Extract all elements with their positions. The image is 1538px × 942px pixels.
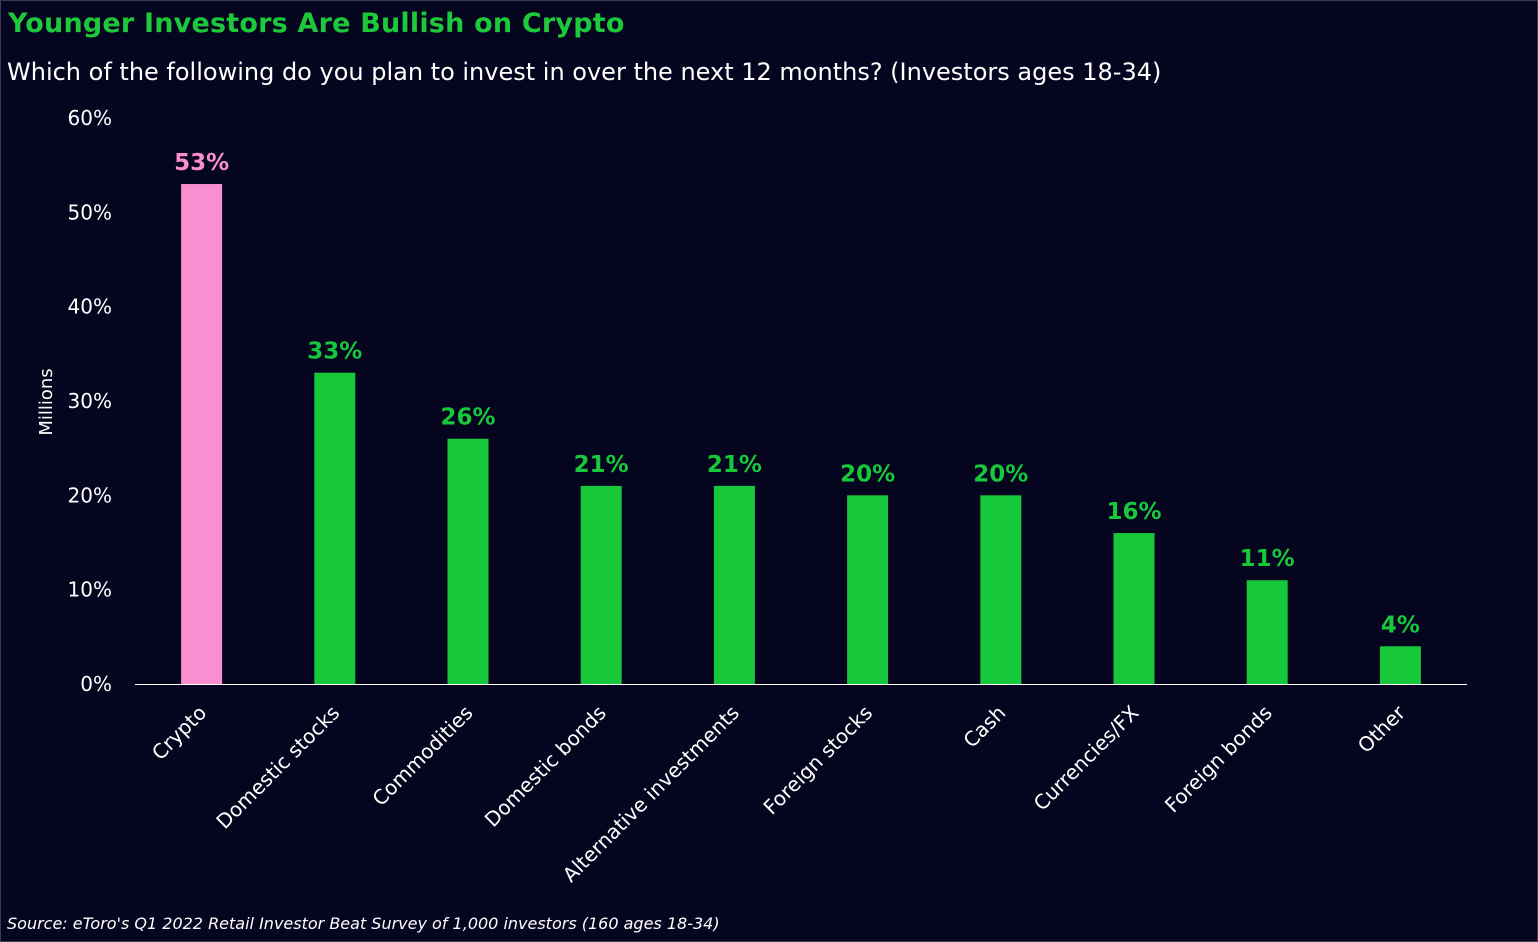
category-label: Crypto	[147, 701, 211, 765]
y-tick-label: 0%	[80, 672, 112, 696]
category-label: Commodities	[367, 701, 477, 811]
category-labels: Crypto Domestic stocks Commodities Domestic…	[147, 700, 1411, 887]
category-label: Cash	[958, 701, 1010, 753]
bars	[181, 184, 1421, 685]
category-label: Domestic bonds	[480, 701, 611, 832]
y-tick-label: 50%	[68, 200, 112, 224]
bar	[1113, 533, 1155, 684]
data-label: 20%	[840, 461, 895, 487]
bar	[847, 495, 889, 684]
bar	[314, 372, 356, 684]
data-label: 16%	[1106, 499, 1161, 525]
data-label: 53%	[174, 150, 229, 176]
data-label: 4%	[1381, 612, 1420, 638]
bar	[580, 485, 622, 684]
data-label: 20%	[973, 461, 1028, 487]
y-tick-label: 60%	[68, 106, 112, 130]
bar	[181, 184, 223, 685]
chart-title: Younger Investors Are Bullish on Crypto	[8, 8, 625, 39]
category-label: Currencies/FX	[1029, 700, 1144, 815]
y-axis-ticks: 0% 10% 20% 30% 40% 50% 60%	[68, 106, 112, 696]
y-tick-label: 40%	[68, 295, 112, 319]
data-label: 21%	[574, 452, 629, 478]
bar	[980, 495, 1022, 684]
data-label: 11%	[1240, 546, 1295, 572]
data-labels: 53% 33% 26% 21% 21% 20% 20% 16% 11% 4%	[174, 150, 1420, 638]
y-tick-label: 30%	[68, 389, 112, 413]
bar	[1379, 646, 1421, 684]
category-label: Other	[1353, 700, 1411, 758]
category-label: Foreign stocks	[758, 701, 877, 820]
y-axis-title: Millions	[36, 368, 57, 435]
data-label: 21%	[707, 452, 762, 478]
data-label: 33%	[307, 339, 362, 365]
category-label: Domestic stocks	[211, 701, 344, 834]
y-tick-label: 10%	[68, 578, 112, 602]
chart-subtitle: Which of the following do you plan to in…	[7, 58, 1162, 86]
bar	[447, 438, 489, 684]
y-tick-label: 20%	[68, 483, 112, 507]
source-note: Source: eToro's Q1 2022 Retail Investor …	[7, 914, 720, 933]
bar	[1246, 580, 1288, 684]
data-label: 26%	[440, 405, 495, 431]
bar	[713, 485, 755, 684]
category-label: Foreign bonds	[1160, 701, 1277, 818]
